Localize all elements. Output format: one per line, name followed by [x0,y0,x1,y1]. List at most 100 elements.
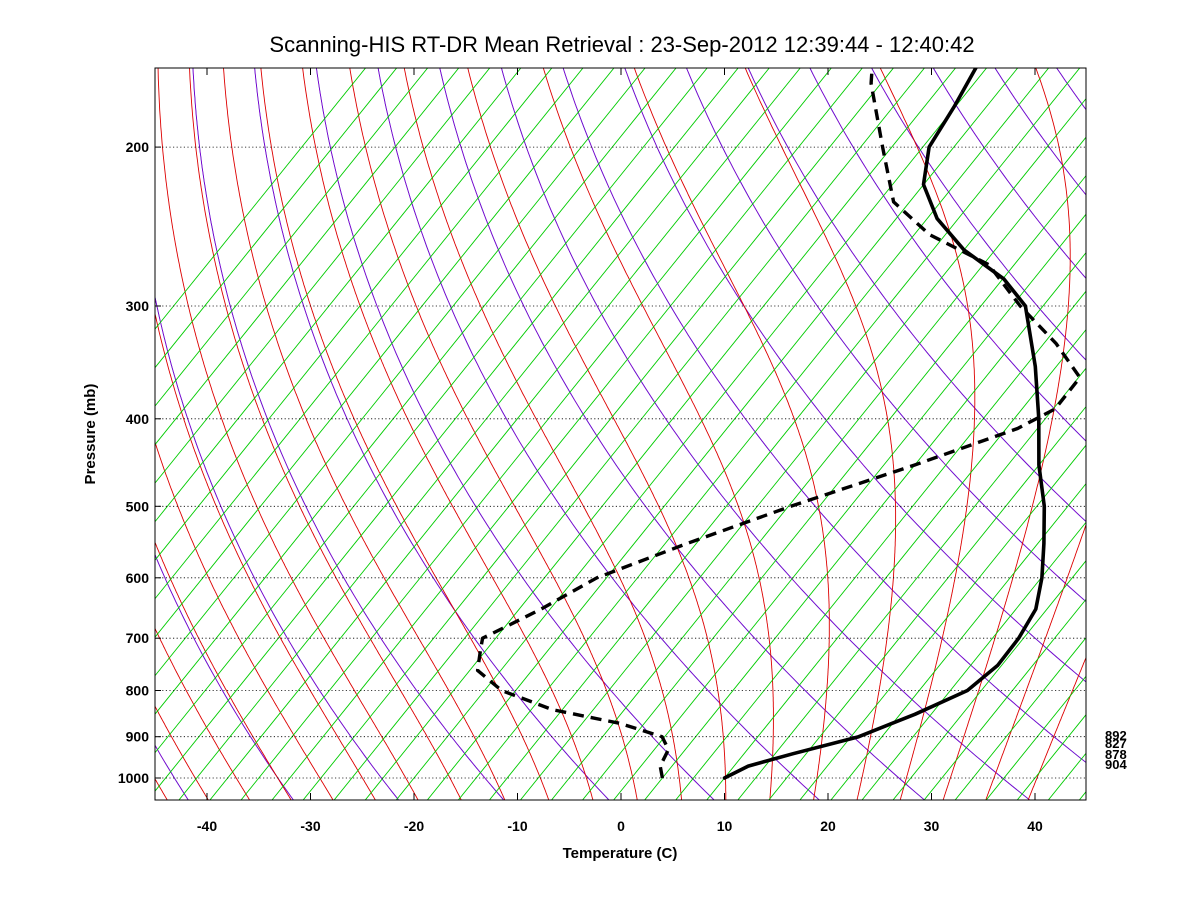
mixing-ratio-line [644,251,1086,800]
moist-adiabat-line [879,68,976,800]
right-side-label: 904 [1105,757,1127,772]
dry-adiabat-overlay [994,68,1086,196]
series-layer [475,68,1082,780]
moist-adiabat-line [1027,656,1086,800]
x-tick-label: 0 [617,818,625,834]
mixing-ratio-line [737,367,1086,800]
dry-adiabat-line [0,0,73,833]
y-tick-label: 1000 [118,770,149,786]
dry-adiabat-overlay [377,68,820,800]
mixing-ratio-line [155,68,739,792]
y-tick-label: 500 [126,498,150,514]
mixing-ratio-line [155,68,398,369]
moist-adiabat-line [155,311,376,800]
dry-adiabat-overlay [155,554,294,800]
mixing-ratio-line [209,68,801,800]
moist-adiabat-line [744,68,897,800]
mixing-ratio-line [830,482,1086,800]
mixing-ratio-line [155,68,367,330]
moist-adiabat-line [985,523,1086,800]
mixing-ratio-line [1084,0,1200,833]
dry-adiabat-overlay [871,68,1086,361]
dry-adiabat-overlay [686,68,1086,603]
dry-adiabat-overlay [940,0,1200,833]
y-tick-label: 800 [126,683,150,699]
moist-adiabat-line [633,68,830,800]
mixing-ratio-line [519,97,1086,800]
x-axis: -40 -30 -20 -10 0 10 20 30 40 [197,68,1043,834]
mixing-ratio-line [155,68,615,638]
dry-adiabat-overlay [1023,0,1200,833]
mixing-ratio-line [395,68,988,800]
moist-adiabat-line [189,68,462,800]
y-tick-label: 400 [126,411,150,427]
moist-adiabat-line [157,68,419,800]
x-axis-label: Temperature (C) [563,845,678,862]
mixing-ratio-line [706,328,1086,800]
mixing-ratio-line [768,405,1086,800]
dry-adiabat-overlay [155,744,189,800]
dry-adiabat-line [1023,0,1200,833]
dry-adiabat-line [500,68,1031,800]
x-tick-label: -40 [197,818,217,834]
moist-adiabat-line [260,68,550,800]
chart-title: Scanning-HIS RT-DR Mean Retrieval : 23-S… [269,32,974,57]
dry-adiabat-overlay [1106,0,1200,833]
dry-adiabat-line [1056,68,1086,111]
dry-adiabat-overlay [932,68,1086,279]
moist-adiabat-line [155,440,334,800]
mixing-ratio-line [155,68,491,484]
dry-adiabat-overlay [562,68,1086,763]
x-tick-label: -20 [404,818,424,834]
mixing-ratio-line [550,136,1086,800]
mixing-ratio-line [155,68,646,677]
y-tick-label: 700 [126,630,150,646]
dry-adiabat-overlay [1064,0,1200,833]
dry-adiabat-line [1106,0,1200,833]
dry-adiabat-line [982,0,1200,833]
moist-adiabat-line [155,541,292,800]
x-tick-label: -10 [507,818,527,834]
dewpoint-profile-line [475,68,1082,779]
dry-adiabat-line [0,0,32,833]
dry-adiabat-line [562,68,1086,764]
mixing-ratio-line [155,68,460,446]
moist-adiabat-line [542,68,774,800]
right-side-label: 827 [1105,736,1127,751]
mixing-ratio-line [488,68,1081,800]
dry-adiabat-line [747,68,1086,523]
dry-adiabat-line [377,68,820,800]
mixing-ratio-line [799,444,1086,800]
y-axis: 1000900800700600500400300200100908070605… [118,139,161,786]
dry-adiabat-overlay [1147,0,1200,833]
dry-adiabat-line [155,744,189,800]
x-tick-label: -30 [300,818,320,834]
moist-adiabat-line [155,627,251,800]
moist-adiabat-line [467,68,727,800]
mixing-ratio-line [892,560,1086,800]
x-tick-label: 20 [820,818,836,834]
dry-adiabat-overlay [316,68,715,800]
mixing-ratio-line [581,174,1086,800]
mixing-ratio-line [613,213,1086,800]
pressure-grid-layer [155,146,1086,779]
dry-adiabat-line [254,68,610,800]
dry-adiabat-overlay [0,0,32,833]
moist-adiabat-line [223,68,506,800]
dry-adiabat-line [1188,0,1200,833]
moist-adiabat-line [0,0,146,833]
mixing-ratio-line [426,68,1019,800]
dry-adiabat-overlay [624,68,1086,683]
mixing-ratio-line [457,68,1050,800]
mixing-ratio-line [861,521,1086,800]
dry-adiabat-overlay [982,0,1200,833]
moist-adiabat-line [302,68,594,800]
x-tick-label: 30 [924,818,940,834]
mixing-ratio-line [1016,714,1086,800]
dry-adiabat-overlay [0,0,73,833]
mixing-ratio-line [1078,791,1086,800]
dry-adiabat-line [1147,0,1200,833]
mixing-ratio-line [271,68,863,800]
